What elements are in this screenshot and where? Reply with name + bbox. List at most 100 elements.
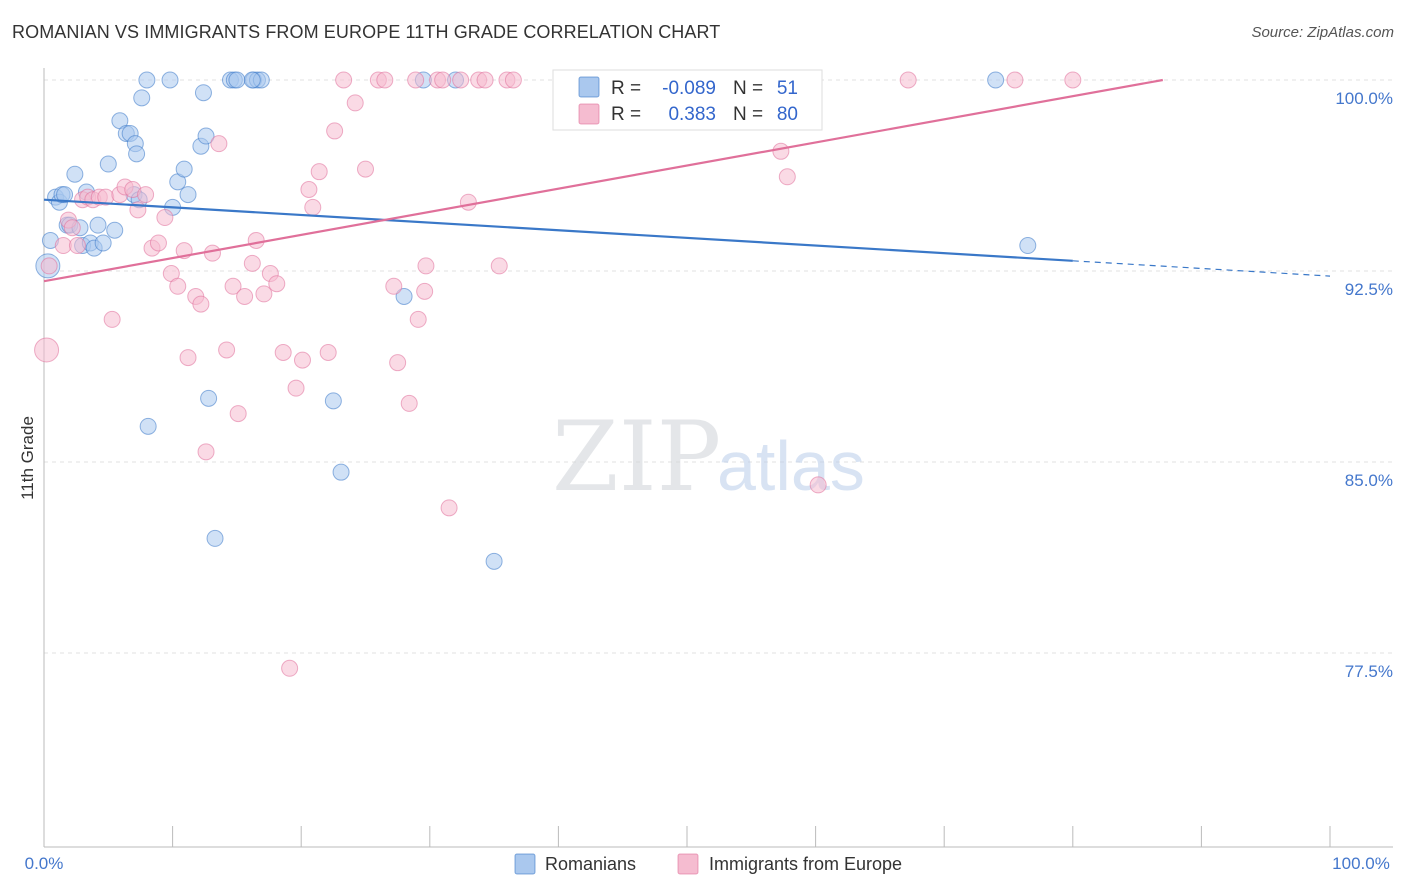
- y-tick-label: 85.0%: [1345, 471, 1393, 490]
- legend-n-label: N =: [733, 104, 763, 125]
- point-romanians: [987, 71, 1005, 89]
- point-immigrants: [459, 193, 477, 211]
- point-immigrants: [218, 341, 236, 359]
- x-ticks: [43, 826, 1331, 847]
- series-legend-swatch-romanians: [514, 853, 536, 875]
- trend-line-romanians: [43, 198, 1073, 262]
- series-legend: Romanians Immigrants from Europe: [514, 853, 902, 875]
- point-immigrants: [156, 209, 174, 227]
- y-axis-title: 11th Grade: [18, 416, 37, 500]
- series-legend-label-immigrants: Immigrants from Europe: [709, 854, 902, 874]
- point-immigrants: [197, 443, 215, 461]
- watermark: ZIP atlas: [552, 401, 865, 513]
- series-romanians-points: [35, 71, 1037, 570]
- point-immigrants: [346, 94, 364, 112]
- trend-line-immigrants: [43, 78, 1164, 283]
- series-immigrants-points: [34, 71, 1082, 677]
- point-immigrants: [247, 231, 265, 249]
- point-immigrants: [407, 71, 425, 89]
- legend-r-label: R =: [611, 104, 641, 125]
- legend-r-label: R =: [611, 78, 641, 99]
- legend-swatch-romanians: [578, 76, 600, 98]
- point-immigrants: [210, 135, 228, 153]
- point-romanians: [161, 71, 179, 89]
- point-immigrants: [434, 71, 452, 89]
- point-immigrants: [326, 122, 344, 140]
- point-immigrants: [243, 254, 261, 272]
- y-tick-label: 100.0%: [1335, 89, 1393, 108]
- point-immigrants: [357, 160, 374, 178]
- point-immigrants: [103, 310, 121, 328]
- point-immigrants: [68, 237, 86, 255]
- point-immigrants: [34, 337, 60, 363]
- legend-r-value: 0.383: [668, 104, 716, 125]
- point-romanians: [243, 71, 261, 89]
- grid-lines: [44, 79, 1393, 654]
- point-immigrants: [293, 351, 311, 369]
- point-immigrants: [54, 237, 72, 255]
- point-romanians: [139, 417, 157, 435]
- correlation-legend: R = -0.089 N = 51 R = 0.383 N = 80: [552, 69, 823, 131]
- point-immigrants: [452, 71, 470, 89]
- point-romanians: [106, 221, 124, 239]
- legend-swatch-immigrants: [578, 103, 600, 125]
- point-immigrants: [416, 282, 434, 300]
- point-immigrants: [310, 163, 328, 181]
- x-tick-label-max: 100.0%: [1332, 854, 1390, 873]
- trend-line-romanians-extension: [1072, 260, 1331, 277]
- point-immigrants: [440, 499, 458, 517]
- point-romanians: [197, 127, 215, 145]
- point-immigrants: [281, 659, 299, 677]
- point-immigrants: [255, 285, 273, 303]
- point-immigrants: [268, 275, 286, 293]
- series-legend-swatch-immigrants: [677, 853, 699, 875]
- point-romanians: [99, 155, 117, 173]
- point-immigrants: [149, 234, 167, 252]
- point-romanians: [128, 145, 146, 163]
- source-label: Source: ZipAtlas.com: [1251, 24, 1394, 41]
- series-legend-label-romanians: Romanians: [545, 854, 636, 874]
- point-immigrants: [40, 257, 58, 275]
- point-immigrants: [137, 186, 155, 204]
- point-romanians: [324, 392, 342, 410]
- point-immigrants: [63, 219, 81, 237]
- point-immigrants: [192, 295, 210, 313]
- point-immigrants: [476, 71, 494, 89]
- point-romanians: [66, 165, 84, 183]
- point-immigrants: [203, 244, 221, 262]
- point-immigrants: [319, 343, 337, 361]
- legend-r-value: -0.089: [662, 78, 716, 99]
- point-immigrants: [376, 71, 394, 89]
- point-romanians: [94, 234, 112, 252]
- y-tick-label: 77.5%: [1345, 662, 1393, 681]
- point-immigrants: [335, 71, 353, 89]
- point-romanians: [179, 186, 197, 204]
- point-immigrants: [778, 168, 796, 186]
- point-romanians: [194, 84, 212, 102]
- y-tick-label: 92.5%: [1345, 280, 1393, 299]
- legend-n-label: N =: [733, 78, 763, 99]
- x-tick-label-min: 0.0%: [25, 854, 64, 873]
- legend-n-value: 51: [777, 78, 798, 99]
- point-immigrants: [229, 405, 247, 423]
- point-immigrants: [417, 257, 435, 275]
- point-immigrants: [224, 277, 242, 295]
- point-immigrants: [1006, 71, 1024, 89]
- point-immigrants: [304, 198, 322, 216]
- point-immigrants: [809, 476, 827, 494]
- point-immigrants: [772, 142, 790, 160]
- point-immigrants: [409, 310, 427, 328]
- point-immigrants: [169, 277, 187, 295]
- point-romanians: [175, 160, 193, 178]
- point-immigrants: [400, 394, 418, 412]
- point-romanians: [395, 287, 413, 305]
- axes: [43, 68, 1393, 848]
- watermark-zip: ZIP: [552, 401, 721, 513]
- point-immigrants: [490, 257, 508, 275]
- y-tick-labels: 100.0% 92.5% 85.0% 77.5%: [1335, 89, 1393, 681]
- point-romanians: [56, 186, 74, 204]
- point-immigrants: [236, 287, 254, 305]
- point-immigrants: [300, 181, 318, 199]
- point-immigrants: [274, 343, 292, 361]
